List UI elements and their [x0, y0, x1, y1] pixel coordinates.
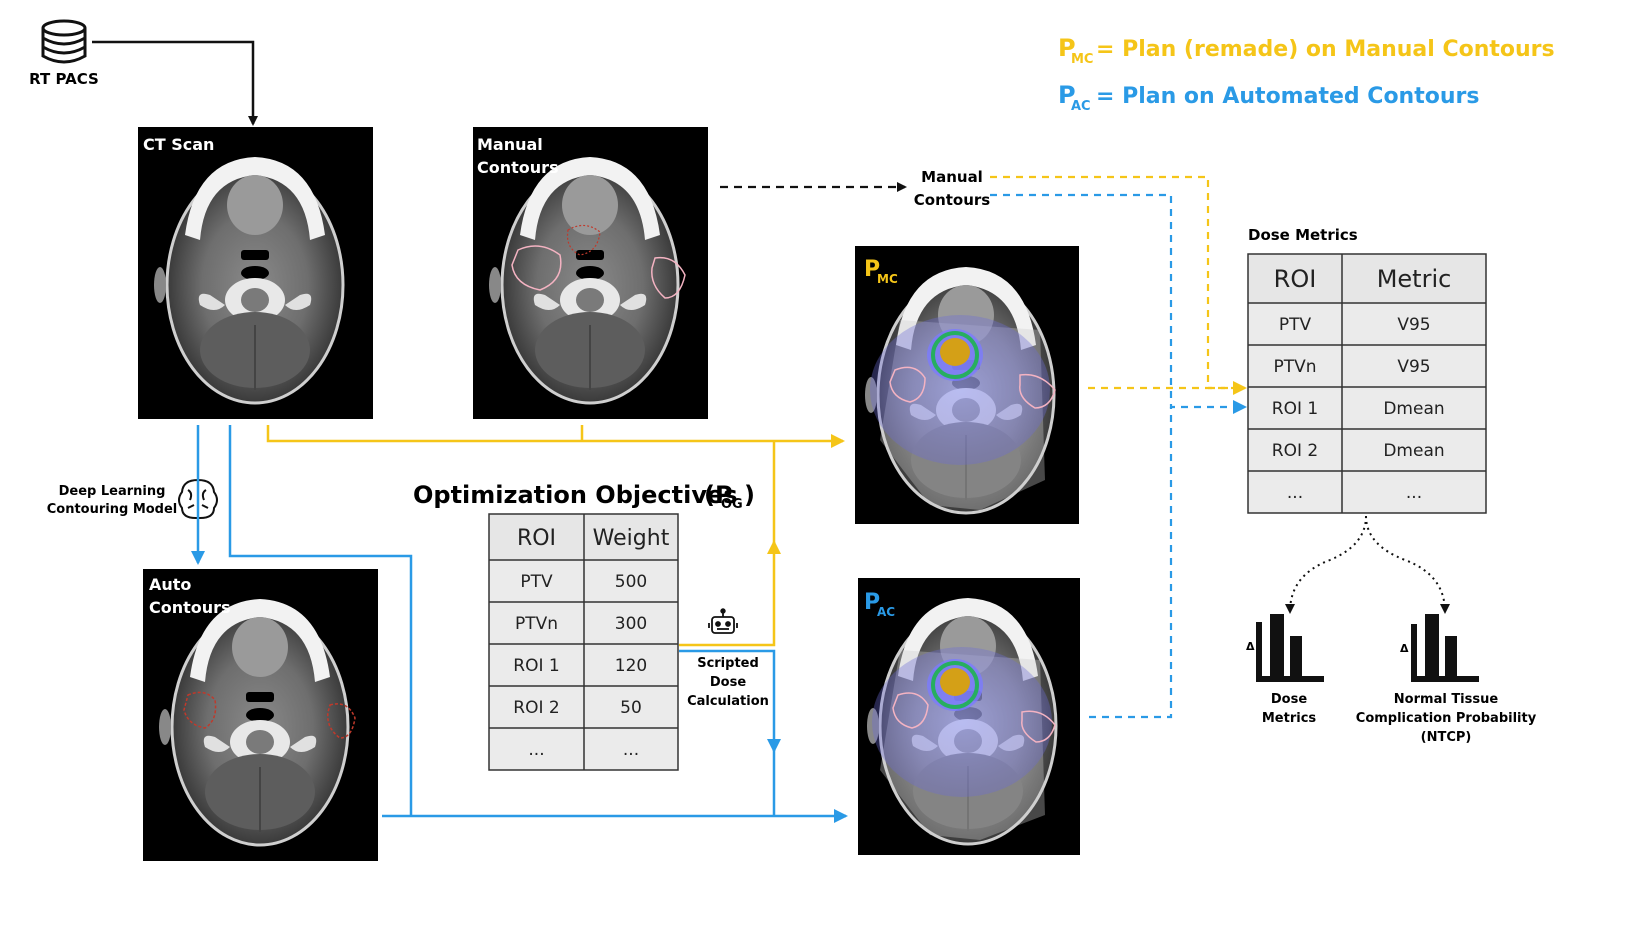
scripted-dose-calc-label: Scripted Dose Calculation [687, 608, 769, 709]
output-ntcp: Δ Normal Tissue Complication Probability… [1356, 614, 1537, 745]
brain-icon [178, 478, 218, 519]
dose-metrics-table-header-bg [1248, 254, 1486, 303]
rt-pacs-source: RT PACS [29, 19, 99, 88]
optimization-symbol-open: (P [704, 481, 733, 509]
optimization-objectives: Optimization Objectives (P OG ) ROI Weigh… [413, 481, 755, 771]
dose-metrics-table-cell: Dmean [1383, 441, 1444, 461]
legend: P MC = Plan (remade) on Manual Contours … [1058, 34, 1555, 114]
dose-metrics-table-cell: PTVn [1273, 357, 1316, 377]
optimization-table-cell: ... [623, 740, 639, 760]
bar-chart-icon [1411, 614, 1479, 682]
manual-to-metrics-yellow [990, 175, 1245, 390]
dose-metrics-table-cell: Dmean [1383, 399, 1444, 419]
optimization-table-cell: 120 [615, 656, 647, 676]
dose-metrics-table-cell: ... [1406, 483, 1422, 503]
optimization-table-cell: PTV [520, 572, 553, 592]
scripted-text-1: Scripted [697, 656, 759, 671]
delta-label-2: Δ [1400, 642, 1409, 655]
dose-metrics-table-cell: ROI 1 [1272, 399, 1318, 419]
bar-chart-icon [1256, 614, 1324, 682]
legend-ac-text: = Plan on Automated Contours [1096, 84, 1479, 109]
database-icon [41, 19, 87, 64]
manual-contours-mid-label: Manual Contours [914, 168, 991, 209]
auto-contours-label-2: Contours [149, 598, 231, 617]
optimization-title: Optimization Objectives [413, 481, 738, 509]
scripted-text-3: Calculation [687, 694, 769, 709]
legend-mc-symbol: P [1058, 34, 1076, 62]
pac-panel-sub: AC [877, 605, 895, 619]
manual-contours-mid-2: Contours [914, 191, 991, 209]
manual-contours-mid-1: Manual [921, 168, 983, 186]
ntcp-text-1: Normal Tissue [1394, 692, 1499, 707]
metrics-to-ntcp-arrow [1365, 515, 1450, 614]
optimization-table-cell: PTVn [515, 614, 558, 634]
scripted-text-2: Dose [710, 675, 746, 690]
ntcp-text-2: Complication Probability [1356, 711, 1537, 726]
dose-metrics-table-cell: V95 [1397, 315, 1430, 335]
legend-ac-sub: AC [1071, 99, 1091, 114]
output-dose-metrics: Δ Dose Metrics [1246, 614, 1324, 726]
pac-panel-symbol: P [864, 590, 880, 615]
dose-metrics-table-cell: ... [1287, 483, 1303, 503]
optimization-table-cell: ... [528, 740, 544, 760]
deep-learning-label: Deep Learning Contouring Model [47, 478, 218, 519]
pac-dose-panel: P AC [858, 578, 1080, 855]
ct-scan-label: CT Scan [143, 135, 214, 154]
auto-contours-panel: Auto Contours [143, 569, 378, 861]
ct-to-pmc-yellow [266, 425, 845, 448]
dose-metrics-table: ROI Metric PTV V95 PTVn V95 ROI 1 Dmean ROI 2 Dme… [1247, 253, 1487, 514]
optimization-table-header-cell: Weight [593, 526, 670, 551]
dose-metrics-table-border [1247, 253, 1487, 514]
optimization-table-cell: ROI 1 [513, 656, 559, 676]
optimization-table-cell: ROI 2 [513, 698, 559, 718]
dose-metrics-table-cell: V95 [1397, 357, 1430, 377]
metrics-to-dose-output-arrow [1285, 515, 1367, 614]
optimization-table: ROI Weight PTV 500 PTVn 300 ROI 1 120 ROI 2 50...… [488, 513, 679, 771]
delta-label-1: Δ [1246, 640, 1255, 653]
pac-to-metrics-arrow [1089, 407, 1173, 719]
ct-to-pac-blue [228, 425, 413, 816]
deep-learning-text-1: Deep Learning [59, 484, 166, 499]
dose-metrics-table-cell: PTV [1279, 315, 1312, 335]
ct-scan-panel: CT Scan [138, 127, 373, 419]
pmc-dose-panel: P MC [855, 246, 1079, 524]
optimization-symbol-close: ) [744, 481, 755, 509]
ntcp-text-3: (NTCP) [1421, 730, 1472, 745]
output-dose-text-2: Metrics [1262, 711, 1317, 726]
dose-metrics-table-body-bg [1248, 303, 1486, 513]
optimization-table-cell: 300 [615, 614, 647, 634]
deep-learning-text-2: Contouring Model [47, 502, 178, 517]
output-dose-text-1: Dose [1271, 692, 1307, 707]
optimization-table-header-cell: ROI [517, 526, 556, 551]
optimization-table-cell: 50 [620, 698, 642, 718]
opt-to-pac-blue [679, 649, 781, 753]
manual-contours-label-2: Contours [477, 158, 559, 177]
manual-contours-label-1: Manual [477, 135, 543, 154]
rt-pacs-label: RT PACS [29, 70, 99, 88]
manual-to-metrics-blue [990, 193, 1247, 414]
pacs-to-ct-arrow [92, 40, 258, 126]
optimization-symbol-sub: OG [721, 497, 743, 512]
legend-mc-text: = Plan (remade) on Manual Contours [1096, 37, 1555, 62]
pmc-panel-symbol: P [864, 257, 880, 282]
auto-contours-label-1: Auto [149, 575, 191, 594]
dose-metrics-table-header-cell: ROI [1274, 265, 1317, 293]
dose-metrics-table-header-cell: Metric [1377, 265, 1452, 293]
opt-to-pmc-yellow [679, 540, 781, 647]
manual-contours-panel: Manual Contours [473, 127, 708, 419]
legend-ac-symbol: P [1058, 81, 1076, 109]
legend-mc-sub: MC [1071, 52, 1093, 67]
optimization-table-cell: 500 [615, 572, 647, 592]
robot-icon [708, 608, 738, 634]
dose-metrics-table-cell: ROI 2 [1272, 441, 1318, 461]
pmc-panel-sub: MC [877, 272, 898, 286]
dose-metrics-title: Dose Metrics [1248, 226, 1358, 244]
dose-metrics: Dose Metrics ROI Metric PTV V95 PTVn V95 ROI 1… [1247, 226, 1487, 514]
